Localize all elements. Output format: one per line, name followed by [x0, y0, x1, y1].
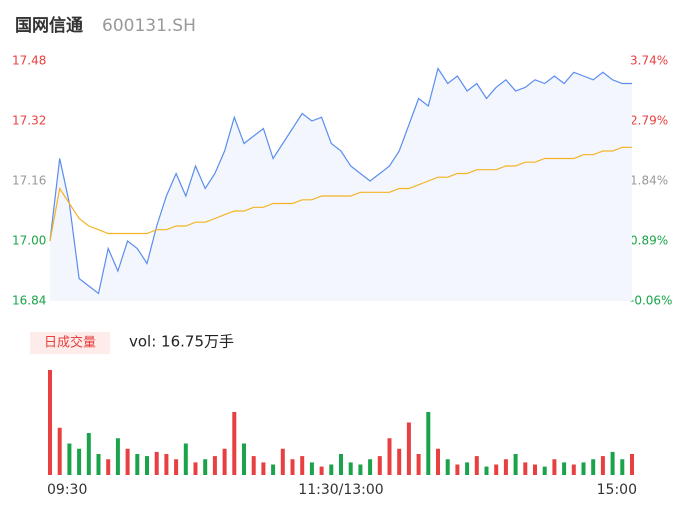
- volume-bar: [280, 448, 285, 475]
- price-area: [50, 68, 632, 301]
- volume-bar: [620, 459, 625, 475]
- volume-bar: [358, 464, 363, 475]
- volume-bar: [600, 456, 605, 475]
- volume-bar: [397, 448, 402, 475]
- volume-bar: [48, 370, 52, 475]
- volume-bar: [426, 412, 431, 475]
- volume-bar: [125, 448, 130, 475]
- volume-bar: [484, 466, 489, 475]
- price-line: [49, 67, 632, 295]
- volume-bar: [368, 459, 373, 475]
- volume-bar: [154, 451, 159, 475]
- volume-bar: [465, 462, 470, 475]
- x-tick-label: 11:30/13:00: [298, 482, 383, 498]
- volume-bar: [242, 443, 246, 475]
- volume-bar: [174, 459, 179, 475]
- y2-tick-label: -0.06%: [630, 294, 672, 308]
- volume-bar: [115, 438, 120, 475]
- y-tick-label: 16.84: [12, 294, 46, 308]
- volume-bar: [261, 462, 266, 475]
- volume-bar: [581, 462, 586, 475]
- volume-bar: [135, 454, 140, 475]
- y-tick-label: 17.32: [12, 114, 46, 128]
- y2-tick-label: 0.89%: [630, 234, 668, 248]
- volume-bar: [193, 462, 198, 475]
- y-tick-label: 17.00: [12, 234, 46, 248]
- volume-bar: [455, 464, 460, 475]
- volume-total: vol: 16.75万手: [129, 333, 234, 351]
- volume-label: 日成交量: [44, 335, 96, 351]
- volume-bar: [77, 448, 82, 475]
- volume-bar: [610, 451, 615, 475]
- volume-bar: [533, 464, 537, 475]
- average-line: [49, 146, 632, 242]
- y-tick-label: 17.16: [12, 174, 46, 188]
- volume-bar: [222, 448, 227, 475]
- volume-bar: [339, 454, 343, 475]
- stock-name: 国网信通: [15, 15, 83, 36]
- volume-bar: [494, 464, 499, 475]
- volume-bar: [562, 462, 567, 475]
- volume-bar: [552, 459, 557, 475]
- volume-bar: [591, 459, 596, 475]
- volume-bar: [300, 456, 305, 475]
- volume-bar: [212, 456, 217, 475]
- volume-bar: [203, 459, 208, 475]
- x-tick-label: 15:00: [597, 482, 637, 498]
- volume-bar: [183, 443, 188, 475]
- volume-bar: [571, 464, 576, 475]
- y-tick-label: 17.48: [12, 54, 46, 68]
- volume-bar: [319, 466, 324, 475]
- volume-bar: [630, 454, 634, 475]
- x-tick-label: 09:30: [47, 482, 87, 498]
- volume-bar: [348, 462, 353, 475]
- volume-bar: [309, 462, 314, 475]
- y2-tick-label: 2.79%: [630, 114, 668, 128]
- volume-bar: [164, 454, 169, 475]
- volume-bar: [106, 459, 111, 475]
- volume-badge: [30, 332, 110, 354]
- volume-bar: [416, 454, 421, 475]
- volume-bar: [251, 456, 256, 475]
- volume-bar: [406, 422, 411, 475]
- stock-code: 600131.SH: [102, 16, 196, 36]
- volume-bar: [436, 448, 440, 475]
- volume-bar: [377, 456, 382, 475]
- y2-tick-label: 3.74%: [630, 54, 668, 68]
- volume-bar: [474, 456, 479, 475]
- volume-bar: [96, 454, 101, 475]
- volume-bar: [523, 462, 528, 475]
- volume-bar: [542, 466, 547, 475]
- volume-bar: [145, 456, 149, 475]
- y2-tick-label: 1.84%: [630, 174, 668, 188]
- volume-bar: [329, 464, 334, 475]
- volume-bar: [445, 459, 450, 475]
- volume-bar: [503, 459, 508, 475]
- volume-bar: [271, 464, 276, 475]
- volume-bar: [86, 433, 91, 475]
- volume-bar: [387, 438, 392, 475]
- volume-bar: [232, 412, 237, 475]
- volume-bar: [57, 427, 62, 475]
- volume-bar: [513, 454, 518, 475]
- volume-bar: [67, 443, 72, 475]
- volume-bar: [290, 459, 295, 475]
